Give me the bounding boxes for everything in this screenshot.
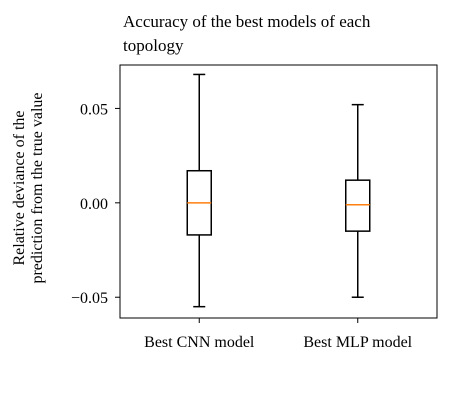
y-tick-label: 0.05: [80, 101, 108, 118]
chart-title: Accuracy of the best models of each topo…: [123, 12, 371, 55]
title-line-2: topology: [123, 36, 184, 55]
box-series: [187, 74, 370, 306]
box-2: [346, 105, 370, 298]
y-tick-label: 0.00: [80, 196, 108, 213]
box-1: [187, 74, 211, 306]
ylabel-line-2: prediction from the true value: [29, 92, 46, 283]
plot-frame: [120, 65, 437, 318]
x-tick-label: Best MLP model: [303, 334, 412, 351]
iqr-box: [346, 180, 370, 231]
title-line-1: Accuracy of the best models of each: [123, 12, 371, 31]
y-tick-label: −0.05: [71, 290, 108, 307]
x-tick-label: Best CNN model: [144, 334, 255, 351]
y-axis-label: Relative deviance of the prediction from…: [11, 92, 46, 283]
axis-ticks: −0.05 0.00 0.05 Best CNN model Best MLP mode…: [71, 101, 413, 351]
ylabel-line-1: Relative deviance of the: [11, 110, 28, 265]
